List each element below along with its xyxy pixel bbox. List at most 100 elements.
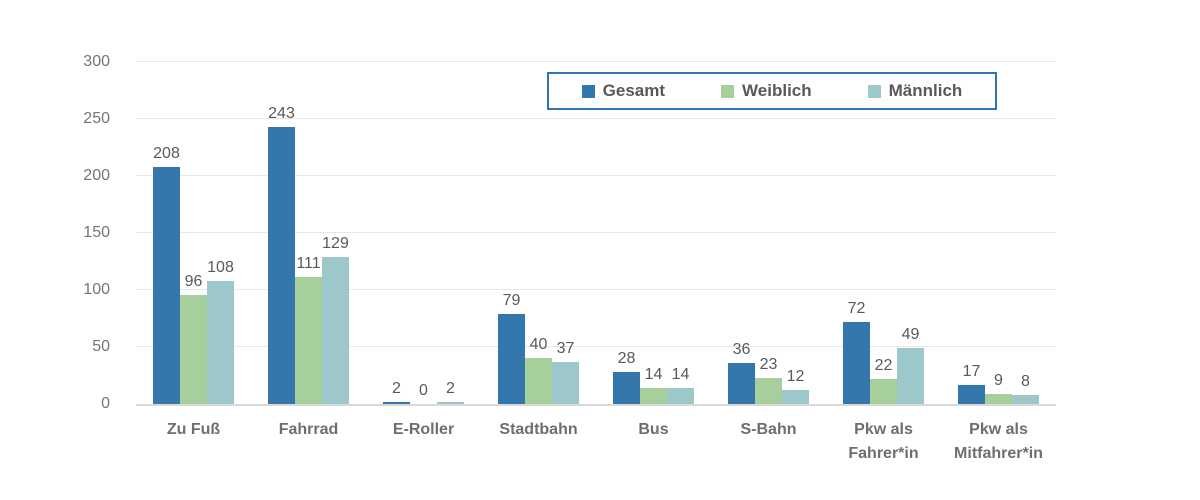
y-tick-label-200: 200 <box>83 167 110 184</box>
bar <box>870 378 897 404</box>
x-axis-label: S-Bahn <box>740 421 797 438</box>
bar-column: 9 <box>985 371 1012 404</box>
bar-column: 208 <box>153 144 180 404</box>
y-tick-label-50: 50 <box>92 338 110 355</box>
bar-value-label: 22 <box>874 356 893 374</box>
bar-value-label: 79 <box>502 291 521 309</box>
legend-label-weiblich: Weiblich <box>742 81 812 100</box>
bar <box>552 361 579 404</box>
bar-group: 243 111 129 <box>251 104 366 404</box>
bar <box>728 362 755 404</box>
bar-column: 40 <box>525 337 552 404</box>
bar <box>613 372 640 404</box>
bar-column: 49 <box>897 327 924 404</box>
bar <box>383 401 410 404</box>
bar <box>525 358 552 404</box>
bar-column: 72 <box>843 299 870 404</box>
bar-column: 36 <box>728 341 755 404</box>
bar-column: 12 <box>782 369 809 404</box>
bar-value-label: 96 <box>184 272 203 290</box>
bar-column: 108 <box>207 258 234 404</box>
bar-value-label: 9 <box>994 371 1003 389</box>
bar-column: 96 <box>180 272 207 404</box>
bar-column: 2 <box>383 379 410 404</box>
bar-column: 79 <box>498 291 525 404</box>
bar-column: 129 <box>322 234 349 404</box>
y-tick-label-0: 0 <box>101 395 110 412</box>
bar <box>897 348 924 404</box>
legend-label-gesamt: Gesamt <box>602 81 666 100</box>
bar-column: 14 <box>667 367 694 404</box>
legend-swatch-maennlich <box>867 84 881 98</box>
bar-value-label: 23 <box>759 355 778 373</box>
legend: Gesamt Weiblich Männlich <box>547 72 997 110</box>
bar-column: 22 <box>870 356 897 404</box>
y-axis: 0 50 100 150 200 250 300 <box>0 53 110 412</box>
bar-value-label: 28 <box>617 350 636 368</box>
gridline-300 <box>136 61 1056 62</box>
x-axis-label: Pkw als Mitfahrer*in <box>954 421 1043 462</box>
bar-column: 17 <box>958 362 985 404</box>
bar-group: 208 96 108 <box>136 144 251 404</box>
bar <box>782 390 809 404</box>
bar <box>755 377 782 404</box>
bar <box>640 388 667 404</box>
bar-group: 28 14 14 <box>596 351 711 404</box>
x-axis: Zu Fuß Fahrrad E-Roller Stadtbahn Bus S-Bahn P… <box>136 418 1056 466</box>
y-tick-label-250: 250 <box>83 110 110 127</box>
bar-value-label: 12 <box>786 368 805 386</box>
bar-column: 8 <box>1012 372 1039 404</box>
bar <box>985 393 1012 404</box>
x-axis-label: Zu Fuß <box>166 421 221 438</box>
x-axis-label: Stadtbahn <box>499 421 578 438</box>
legend-swatch-gesamt <box>581 84 595 98</box>
bar <box>180 294 207 404</box>
x-axis-label: Bus <box>638 421 669 438</box>
bar <box>295 277 322 404</box>
bar-value-label: 2 <box>392 379 401 397</box>
bar-value-label: 2 <box>446 379 455 397</box>
gridline-150 <box>136 232 1056 233</box>
plot-area: 208 96 108 243 111 129 2 0 2 79 40 37 28 14 14 36 23 12 72… <box>136 61 1056 406</box>
bar-value-label: 8 <box>1021 372 1030 390</box>
bar-group: 17 9 8 <box>941 362 1056 404</box>
bar-column: 243 <box>268 104 295 404</box>
bar-group: 36 23 12 <box>711 341 826 404</box>
legend-item-weiblich: Weiblich <box>721 81 812 101</box>
bar <box>498 313 525 404</box>
bar-value-label: 108 <box>207 258 234 276</box>
bar <box>958 384 985 404</box>
bar-value-label: 243 <box>268 104 295 122</box>
bar-value-label: 129 <box>322 234 349 252</box>
bar-value-label: 49 <box>901 326 920 344</box>
y-tick-label-150: 150 <box>83 224 110 241</box>
bar <box>153 166 180 404</box>
bar-column: 23 <box>755 355 782 404</box>
gridline-100 <box>136 289 1056 290</box>
bar-value-label: 0 <box>419 382 428 399</box>
bar-value-label: 72 <box>847 299 866 317</box>
bar <box>268 126 295 404</box>
bar-group: 2 0 2 <box>366 379 481 404</box>
bar-column: 28 <box>613 351 640 404</box>
bar <box>322 256 349 404</box>
y-tick-label-100: 100 <box>83 281 110 298</box>
bar-column: 14 <box>640 367 667 404</box>
y-tick-label-300: 300 <box>83 53 110 70</box>
legend-label-maennlich: Männlich <box>888 81 963 100</box>
bar-column: 2 <box>437 379 464 404</box>
bar-value-label: 208 <box>153 144 180 162</box>
bar-value-label: 14 <box>671 366 690 384</box>
legend-item-maennlich: Männlich <box>867 81 963 101</box>
x-axis-label: Fahrrad <box>278 421 339 438</box>
bar-column: 37 <box>552 340 579 404</box>
bar <box>667 388 694 404</box>
legend-item-gesamt: Gesamt <box>581 81 666 101</box>
bar <box>1012 394 1039 404</box>
gridline-250 <box>136 118 1056 119</box>
bar-value-label: 17 <box>962 362 981 380</box>
legend-swatch-weiblich <box>721 84 735 98</box>
x-axis-label: E-Roller <box>392 421 455 438</box>
bar <box>437 401 464 404</box>
